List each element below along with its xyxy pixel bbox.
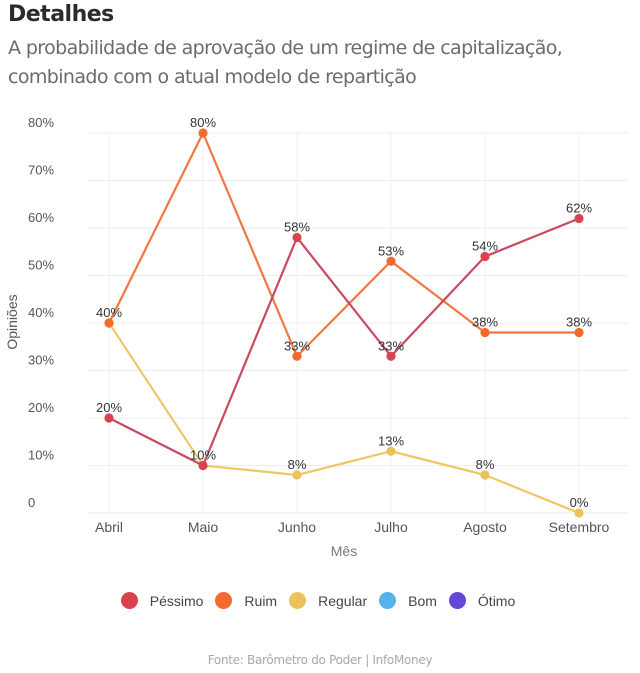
data-label-regular: 8% — [476, 457, 495, 472]
legend-item-ruim[interactable]: Ruim — [215, 592, 281, 609]
y-tick-label: 70% — [28, 163, 54, 178]
chart-subtitle: A probabilidade de aprovação de um regim… — [8, 37, 563, 88]
legend-label: Regular — [318, 592, 368, 609]
legend-dot-icon — [120, 592, 138, 609]
data-point-ruim[interactable] — [292, 351, 302, 361]
x-tick-label: Setembro — [549, 519, 610, 535]
series-line-ruim — [108, 131, 579, 358]
x-tick-label: Abril — [95, 519, 123, 535]
data-point-regular[interactable] — [480, 470, 490, 480]
x-tick-label: Junho — [278, 519, 316, 535]
legend-label: Ruim — [244, 592, 278, 609]
legend-dot-icon — [448, 592, 466, 609]
data-label-regular: 8% — [288, 457, 307, 472]
data-label-pessimo: 58% — [284, 220, 310, 235]
data-point-ruim[interactable] — [198, 128, 208, 138]
x-tick-label: Agosto — [463, 519, 507, 535]
legend-label: Ótimo — [477, 592, 516, 609]
legend-label: Péssimo — [149, 592, 204, 609]
data-labels: 40% 10% 8% 13% 8% 0% 80% 33% 53% 38% 38% 20% 58% 33% 5… — [96, 115, 592, 510]
data-point-ruim[interactable] — [104, 318, 114, 328]
data-point-pessimo[interactable] — [104, 413, 114, 423]
y-axis-label: Opiniões — [4, 294, 20, 349]
y-tick-label: 60% — [28, 210, 54, 225]
data-point-ruim[interactable] — [480, 327, 490, 338]
y-tick-label: 80% — [28, 115, 54, 130]
data-point-pessimo[interactable] — [386, 351, 396, 361]
data-point-pessimo[interactable] — [292, 232, 302, 243]
y-tick-label: 10% — [28, 448, 54, 463]
y-tick-label: 30% — [28, 353, 54, 368]
data-label-pessimo: 62% — [566, 201, 592, 216]
source-note: Fonte: Barômetro do Poder | InfoMoney — [207, 653, 433, 667]
y-tick-label: 40% — [28, 305, 54, 320]
data-label-regular: 40% — [96, 305, 122, 320]
legend: Péssimo Ruim Regular Bom Ótimo — [0, 592, 640, 609]
data-label-pessimo: 33% — [378, 338, 404, 353]
series-ruim — [104, 128, 584, 361]
legend-label: Bom — [408, 592, 437, 609]
data-point-pessimo[interactable] — [198, 460, 208, 471]
legend-item-bom[interactable]: Bom — [379, 592, 441, 609]
data-label-ruim: 53% — [378, 243, 404, 258]
data-point-regular[interactable] — [386, 446, 396, 456]
data-point-ruim[interactable] — [574, 327, 584, 338]
series-pessimo — [104, 213, 584, 471]
x-tick-label: Maio — [188, 519, 219, 535]
chart-title: Detalhes — [8, 2, 114, 27]
legend-dot-icon — [379, 592, 397, 609]
grid — [88, 132, 628, 514]
data-label-regular: 10% — [190, 448, 216, 463]
y-tick-label: 0 — [28, 495, 35, 510]
legend-dot-icon — [215, 592, 233, 609]
legend-item-otimo[interactable]: Ótimo — [448, 592, 519, 609]
legend-item-regular[interactable]: Regular — [289, 592, 371, 609]
data-label-ruim: 38% — [566, 315, 592, 330]
x-axis-label: Mês — [331, 543, 357, 559]
data-label-ruim: 33% — [284, 338, 310, 353]
x-tick-label: Julho — [374, 519, 408, 535]
data-label-ruim: 38% — [472, 315, 498, 330]
data-label-pessimo: 20% — [96, 400, 122, 415]
data-label-ruim: 80% — [190, 115, 216, 130]
data-label-regular: 0% — [570, 495, 589, 510]
series-line-pessimo — [108, 217, 580, 467]
data-point-pessimo[interactable] — [574, 213, 584, 224]
data-point-pessimo[interactable] — [480, 251, 490, 262]
y-tick-label: 20% — [28, 400, 54, 415]
data-label-pessimo: 54% — [472, 239, 498, 254]
x-axis-ticks: Abril Maio Junho Julho Agosto Setembro — [95, 519, 610, 535]
y-tick-label: 50% — [28, 258, 54, 273]
legend-dot-icon — [289, 592, 307, 609]
data-label-regular: 13% — [378, 433, 404, 448]
data-point-ruim[interactable] — [386, 256, 396, 266]
data-point-regular[interactable] — [292, 470, 302, 480]
series-line-regular — [108, 322, 580, 515]
y-axis-ticks: 0 10% 20% 30% 40% 50% 60% 70% 80% — [28, 115, 54, 510]
legend-item-pessimo[interactable]: Péssimo — [120, 592, 208, 609]
series — [104, 128, 584, 518]
data-point-regular[interactable] — [574, 508, 584, 518]
line-chart: 0 10% 20% 30% 40% 50% 60% 70% 80% Abril Maio Junho… — [4, 115, 628, 559]
